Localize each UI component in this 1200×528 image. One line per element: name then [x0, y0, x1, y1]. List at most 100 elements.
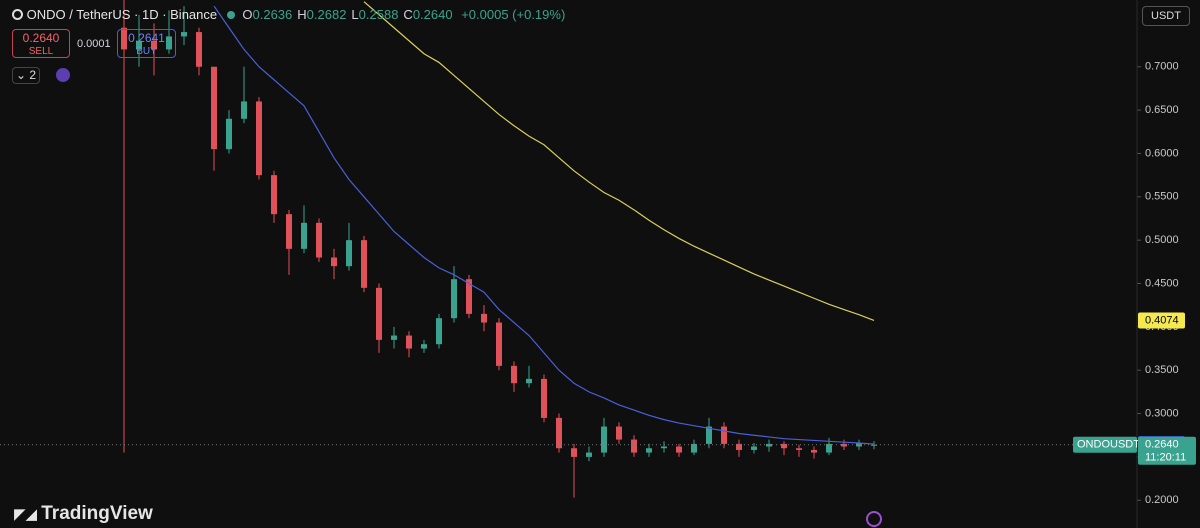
symbol-label-box — [1073, 436, 1137, 453]
symbol-label: ONDOUSDT — [1077, 439, 1140, 451]
candle-body — [151, 40, 157, 50]
ohlc-value: 0.2682 — [306, 7, 347, 22]
candle-body — [586, 452, 592, 457]
candle-body — [406, 335, 412, 349]
candle-body — [601, 426, 607, 453]
candle-body — [256, 101, 262, 176]
candle-body — [526, 378, 532, 384]
candle-body — [691, 443, 697, 453]
chevron: ⌄ — [15, 68, 30, 82]
buy-button[interactable]: 0.2641 BUY — [117, 29, 176, 58]
moving-average — [213, 5, 875, 445]
y-tick-label: 0.2000 — [1145, 494, 1179, 506]
sell-price: 0.2640 — [22, 31, 60, 45]
candle-body — [676, 446, 682, 453]
moving-average — [363, 1, 875, 322]
y-tick-label: 0.3000 — [1145, 407, 1179, 419]
candle-body — [241, 101, 247, 119]
candle-body — [511, 365, 517, 384]
indicators-count: 2 — [29, 68, 37, 82]
candle-body — [436, 318, 442, 345]
symbol-row: ONDO / TetherUS · 1D · Binance O0.2636 H0… — [12, 7, 565, 22]
brand-logo: ◤◢ TradingView — [14, 503, 153, 525]
candle-body — [826, 443, 832, 453]
y-tick-label: 0.4500 — [1145, 277, 1179, 289]
candle-body — [496, 322, 502, 366]
currency-button[interactable]: USDT — [1142, 6, 1190, 26]
price-label-box — [1138, 312, 1185, 329]
candle-body — [871, 444, 877, 446]
candle-body — [196, 32, 202, 67]
candle-body — [541, 378, 547, 418]
candle-body — [211, 66, 217, 150]
candle-body — [376, 287, 382, 340]
candle-body — [346, 240, 352, 267]
candle-body — [451, 279, 457, 319]
symbol: ONDO / TetherUS · 1D · Binance — [26, 7, 218, 22]
candle-body — [796, 448, 802, 450]
ohlc-value: 0.2636 — [252, 7, 293, 22]
countdown: 11:20:11 — [1145, 452, 1186, 464]
ohlc-key: C — [403, 7, 413, 22]
candle-body — [301, 222, 307, 249]
candle-body — [856, 443, 862, 447]
candle-body — [121, 27, 127, 50]
candle-body — [166, 36, 172, 50]
candle-body — [481, 313, 487, 323]
candle-body — [136, 40, 142, 50]
ohlc-key: L — [351, 7, 359, 22]
candle-body — [706, 426, 712, 444]
ohlc: O0.2636 H0.2682 L0.2588 C0.2640 — [242, 7, 457, 22]
candle-body — [721, 426, 727, 444]
y-tick-label: 0.6000 — [1145, 147, 1179, 159]
candle-body — [391, 335, 397, 340]
candle-body — [361, 240, 367, 288]
candle-body — [226, 118, 232, 150]
ohlc-value: 0.2640 — [412, 7, 453, 22]
candle-body — [811, 449, 817, 453]
price-label: 0.4074 — [1145, 314, 1179, 326]
candle-body — [181, 32, 187, 37]
refresh-icon[interactable] — [56, 68, 70, 82]
spread: 0.0001 — [77, 38, 111, 50]
candle-body — [286, 214, 292, 249]
candle-body — [616, 426, 622, 440]
last-price-box — [1138, 436, 1196, 465]
y-tick-label: 0.6500 — [1145, 104, 1179, 116]
buy-label: BUY — [136, 46, 157, 57]
ohlc-key: O — [242, 7, 253, 22]
candle-body — [646, 448, 652, 453]
candle-body — [661, 446, 667, 449]
y-tick-label: 0.7000 — [1145, 61, 1179, 73]
candle-body — [781, 443, 787, 449]
candle-body — [571, 448, 577, 457]
ohlc-value: 0.2588 — [358, 7, 399, 22]
symbol-icon — [12, 9, 23, 20]
candle-body — [316, 222, 322, 258]
status-dot — [226, 11, 235, 19]
candle-body — [556, 417, 562, 449]
sell-button[interactable]: 0.2640 SELL — [12, 29, 70, 58]
last-price-label: 0.2640 — [1145, 439, 1179, 451]
sell-label: SELL — [28, 46, 54, 57]
change: +0.0005 (+0.19%) — [461, 7, 566, 22]
candle-body — [736, 443, 742, 450]
candle-body — [466, 279, 472, 314]
y-tick-label: 0.3500 — [1145, 364, 1179, 376]
ohlc-key: H — [297, 7, 307, 22]
brand: TradingView — [41, 503, 153, 524]
y-tick-label: 0.5500 — [1145, 191, 1179, 203]
buy-price: 0.2641 — [128, 31, 165, 45]
brand-mark: ◤◢ — [14, 506, 42, 523]
candle-body — [271, 175, 277, 215]
alert-icon[interactable] — [866, 511, 882, 527]
candle-body — [331, 257, 337, 267]
indicators-toggle[interactable]: ⌄ 2 — [12, 67, 40, 84]
candle-body — [421, 344, 427, 349]
y-tick-label: 0.5000 — [1145, 234, 1179, 246]
candle-body — [751, 446, 757, 450]
candle-body — [631, 439, 637, 453]
